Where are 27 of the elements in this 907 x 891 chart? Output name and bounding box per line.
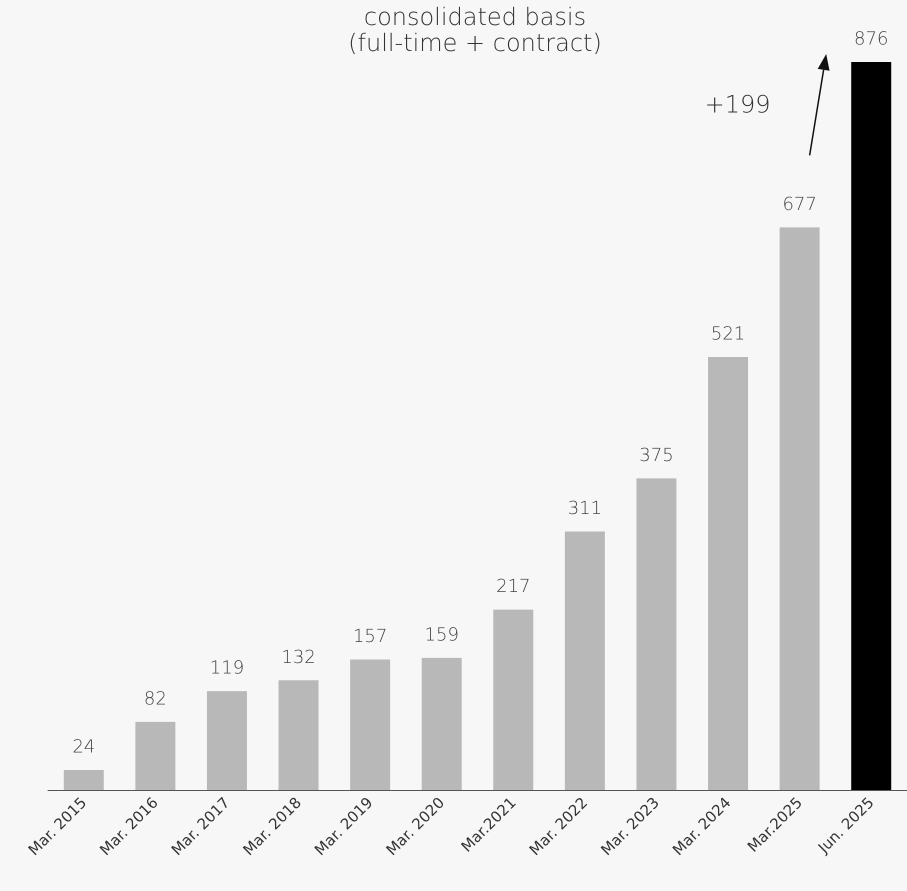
bar bbox=[564, 532, 605, 790]
annotation: +199 bbox=[704, 90, 771, 119]
data-label: 876 bbox=[854, 28, 888, 50]
bar bbox=[708, 357, 748, 790]
bar bbox=[350, 660, 390, 790]
bar bbox=[135, 722, 176, 790]
bar bbox=[851, 62, 892, 790]
data-label: 119 bbox=[210, 658, 244, 679]
bar bbox=[278, 680, 319, 790]
data-label: 82 bbox=[144, 688, 167, 710]
data-label: 217 bbox=[496, 576, 530, 598]
data-label: 24 bbox=[72, 736, 96, 758]
data-label: 159 bbox=[424, 624, 459, 646]
data-label: 521 bbox=[710, 324, 746, 345]
data-label: 375 bbox=[639, 444, 674, 466]
data-label: 132 bbox=[281, 646, 316, 668]
chart-title: consolidated basis bbox=[364, 3, 586, 31]
bar bbox=[780, 227, 820, 790]
chart-subtitle: (full-time + contract) bbox=[348, 29, 602, 57]
bar bbox=[206, 691, 247, 790]
data-label: 677 bbox=[782, 194, 817, 215]
data-label: 157 bbox=[352, 626, 388, 648]
bar bbox=[636, 478, 676, 790]
bar bbox=[64, 770, 104, 790]
bar bbox=[422, 658, 462, 790]
data-label: 311 bbox=[568, 498, 602, 520]
bar bbox=[493, 610, 534, 790]
